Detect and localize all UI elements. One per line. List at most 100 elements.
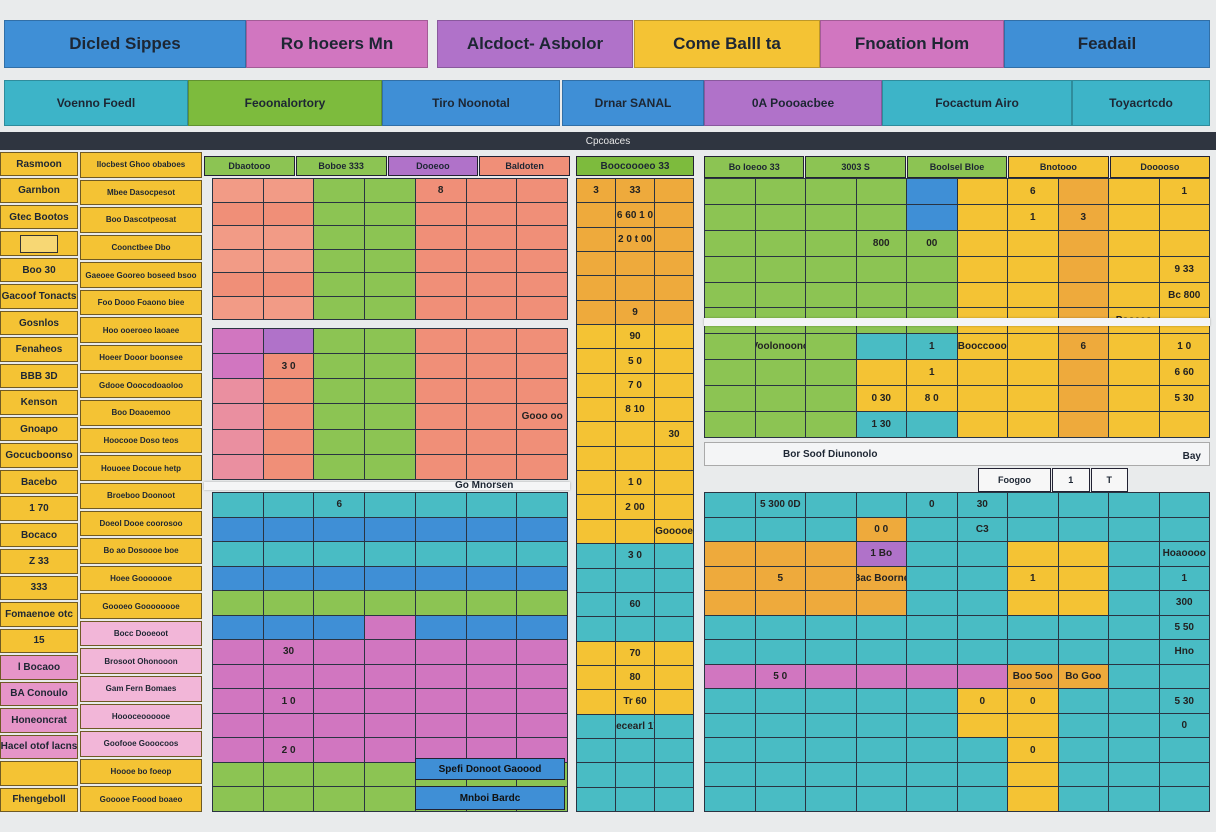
mid-cell[interactable] (577, 398, 615, 422)
center-c-cell[interactable] (314, 640, 365, 664)
center-b-cell[interactable]: 3 0 (263, 354, 314, 379)
right-bottom-cell[interactable] (856, 615, 906, 640)
right-bottom-cell[interactable] (1008, 493, 1058, 517)
right-bottom-cell[interactable] (907, 566, 957, 591)
right-top-cell[interactable] (1159, 230, 1209, 256)
right-bottom-cell[interactable] (1058, 640, 1108, 664)
right-top-cell[interactable] (1109, 412, 1159, 437)
center-c-cell[interactable] (365, 566, 415, 591)
center-a-cell[interactable] (263, 226, 314, 249)
mid-cell[interactable] (616, 738, 654, 763)
center-c-cell[interactable] (466, 517, 517, 542)
center-c-cell[interactable] (314, 542, 365, 566)
center-a-cell[interactable] (365, 226, 415, 249)
center-b-cell[interactable] (415, 354, 466, 379)
right-top-cell[interactable] (705, 360, 755, 386)
center-b-cell[interactable] (466, 329, 517, 354)
right-top-cell[interactable]: 0 30 (856, 386, 906, 412)
right-bottom-cell[interactable]: 5 0 (755, 664, 805, 689)
right-top-cell[interactable]: Bc 800 (1159, 282, 1209, 308)
right-bottom-cell[interactable] (705, 738, 755, 762)
right-top-cell[interactable] (806, 204, 856, 230)
mid-cell[interactable]: 3 0 (616, 544, 654, 568)
center-c-cell[interactable] (213, 517, 263, 542)
right-bottom-cell[interactable] (856, 787, 906, 811)
mid-cell[interactable]: 60 (616, 592, 654, 617)
right-bottom-cell[interactable] (806, 493, 856, 517)
center-header-cell-3[interactable]: Baldoten (479, 156, 570, 176)
center-c-cell[interactable] (263, 493, 314, 517)
right-bottom-cell[interactable] (1109, 787, 1159, 811)
center-c-cell[interactable] (517, 713, 567, 738)
right-top-cell[interactable] (1109, 282, 1159, 308)
center-c-cell[interactable] (213, 566, 263, 591)
right-bottom-cell[interactable] (1109, 493, 1159, 517)
center-b-cell[interactable] (466, 379, 517, 404)
right-bottom-cell[interactable] (907, 517, 957, 542)
right-bottom-cell[interactable] (705, 640, 755, 664)
center-c-cell[interactable] (415, 542, 466, 566)
right-bottom-cell[interactable]: Bo Goo (1058, 664, 1108, 689)
center-c-cell[interactable] (466, 566, 517, 591)
center-c-cell[interactable] (415, 566, 466, 591)
mid-cell[interactable] (577, 690, 615, 714)
right-top-cell[interactable] (705, 204, 755, 230)
right-bottom-cell[interactable]: 1 Bo (856, 542, 906, 566)
mid-cell[interactable] (655, 276, 693, 300)
center-c-cell[interactable] (517, 738, 567, 762)
right-bottom-cell[interactable]: 0 (907, 493, 957, 517)
right-bottom-cell[interactable]: 0 0 (856, 517, 906, 542)
right-top-cell[interactable] (856, 204, 906, 230)
center-a-cell[interactable] (314, 179, 365, 202)
mid-cell[interactable]: 3 (577, 179, 615, 203)
center-c-cell[interactable] (213, 493, 263, 517)
right-bottom-cell[interactable] (755, 713, 805, 738)
right-bottom-cell[interactable]: 0 (957, 689, 1007, 713)
right-bottom-cell[interactable]: Boo 5oo (1008, 664, 1058, 689)
right-bottom-cell[interactable] (705, 517, 755, 542)
right-bottom-cell[interactable] (755, 689, 805, 713)
center-c-cell[interactable] (466, 591, 517, 615)
mid-cell[interactable] (616, 617, 654, 641)
center-a-cell[interactable] (365, 249, 415, 272)
center-c-cell[interactable] (314, 664, 365, 689)
top-tab-4[interactable]: Fnoation Hom (820, 20, 1004, 68)
right-top-cell[interactable] (1109, 256, 1159, 282)
center-b-cell[interactable] (213, 429, 263, 454)
center-c-cell[interactable]: 1 0 (263, 689, 314, 713)
right-bottom-cell[interactable] (1008, 615, 1058, 640)
right-bottom-cell[interactable] (806, 787, 856, 811)
center-c-cell[interactable] (517, 493, 567, 517)
right-top-cell[interactable] (1008, 256, 1058, 282)
center-c-cell[interactable] (263, 787, 314, 811)
center-c-cell[interactable]: 2 0 (263, 738, 314, 762)
center-c-cell[interactable] (466, 542, 517, 566)
center-c-cell[interactable] (213, 542, 263, 566)
right-bottom-cell[interactable] (806, 664, 856, 689)
right-top-cell[interactable] (705, 179, 755, 204)
right-top-cell[interactable] (806, 360, 856, 386)
mid-cell[interactable]: 5 0 (616, 349, 654, 373)
right-bottom-cell[interactable] (1008, 542, 1058, 566)
center-c-cell[interactable] (365, 689, 415, 713)
mid-cell[interactable] (655, 568, 693, 592)
center-c-cell[interactable] (466, 713, 517, 738)
center-callout-2[interactable]: Mnboi Bardc (415, 786, 565, 810)
right-top-cell[interactable] (907, 412, 957, 437)
right-top-cell[interactable] (1109, 179, 1159, 204)
mid-cell[interactable] (655, 446, 693, 471)
center-c-cell[interactable] (415, 689, 466, 713)
sub-tab-1[interactable]: Feoonalortory (188, 80, 382, 126)
center-c-cell[interactable] (415, 591, 466, 615)
right-bottom-cell[interactable]: C3 (957, 517, 1007, 542)
center-callout-1[interactable]: Spefi Donoot Gaoood (415, 758, 565, 780)
center-b-cell[interactable] (365, 354, 415, 379)
mid-cell[interactable] (577, 763, 615, 787)
right-bottom-cell[interactable] (705, 664, 755, 689)
mid-cell[interactable] (577, 519, 615, 544)
right-top-cell[interactable]: 8 0 (907, 386, 957, 412)
center-c-cell[interactable] (365, 591, 415, 615)
center-header-cell-1[interactable]: Boboe 333 (295, 156, 387, 176)
right-top-cell[interactable]: 800 (856, 230, 906, 256)
right-top-cell[interactable]: 1 (907, 334, 957, 360)
